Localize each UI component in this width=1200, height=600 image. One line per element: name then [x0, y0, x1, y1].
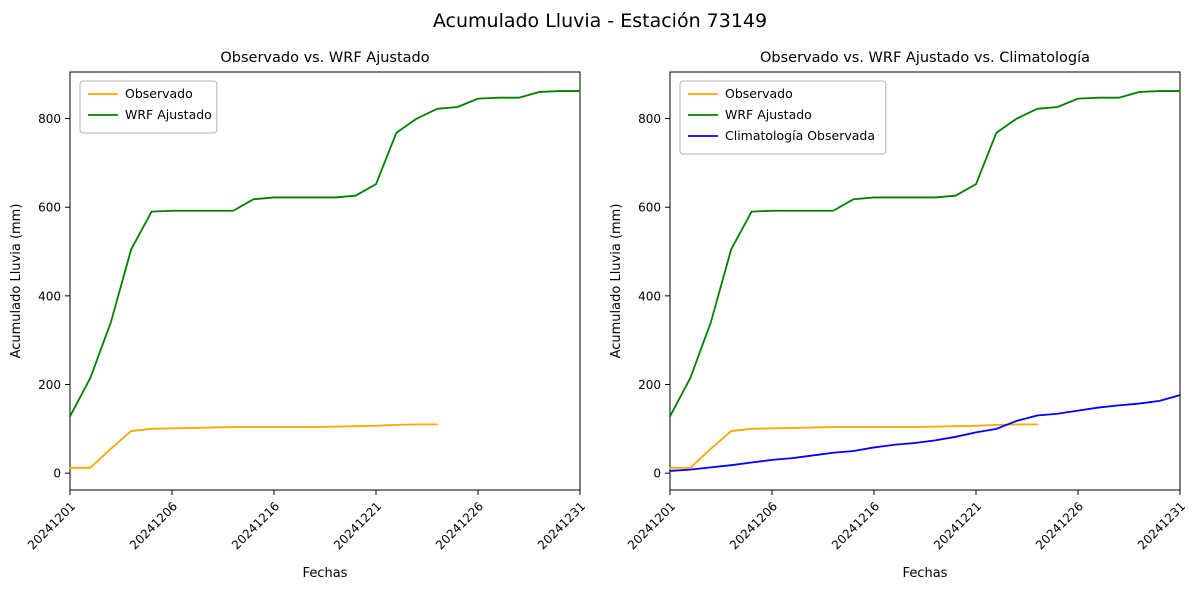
subplot-title: Observado vs. WRF Ajustado vs. Climatolo… [760, 50, 1090, 66]
x-axis-label: Fechas [303, 566, 348, 581]
y-tick-label: 800 [38, 112, 61, 126]
axes-frame [69, 71, 581, 491]
y-axis-label: Acumulado Lluvia (mm) [609, 204, 624, 359]
chart-canvas: 0 200 400 600 800 20241201 20241206 20241216 202… [9, 50, 588, 581]
y-tick-label: 600 [638, 201, 661, 215]
x-tick-label: 20241231 [535, 499, 588, 552]
y-axis-label: Acumulado Lluvia (mm) [9, 204, 24, 359]
x-tick-label: 20241201 [625, 499, 678, 552]
legend-label: Climatología Observada [725, 128, 875, 143]
y-tick-label: 0 [653, 467, 661, 481]
series-line-wrf-ajustado [69, 90, 581, 418]
legend-label: Observado [725, 86, 793, 101]
subplot-observado-vs-wrf: 0 200 400 600 800 20241201 20241206 20241216 202… [9, 50, 588, 581]
series-line-wrf-ajustado [669, 90, 1181, 418]
x-tick-label: 20241206 [127, 499, 180, 552]
x-tick-label: 20241221 [331, 499, 384, 552]
legend-label: WRF Ajustado [725, 107, 812, 122]
legend-box [679, 80, 887, 155]
x-tick-label: 20241231 [1135, 499, 1188, 552]
y-tick-label: 200 [638, 378, 661, 392]
x-tick-label: 20241201 [25, 499, 78, 552]
legend-label: WRF Ajustado [125, 107, 212, 122]
x-tick-label: 20241206 [727, 499, 780, 552]
x-tick-label: 20241226 [433, 499, 486, 552]
y-tick-label: 400 [638, 289, 661, 303]
y-tick-label: 400 [38, 289, 61, 303]
series-line-observado [69, 423, 439, 469]
y-tick-label: 0 [53, 467, 61, 481]
y-tick-label: 800 [638, 112, 661, 126]
x-axis-label: Fechas [903, 566, 948, 581]
figure-title: Acumulado Lluvia - Estación 73149 [432, 10, 768, 32]
x-tick-label: 20241221 [931, 499, 984, 552]
x-tick-label: 20241216 [229, 499, 282, 552]
subplot-observado-wrf-climatologia: 0 200 400 600 800 20241201 20241206 20241216 202… [600, 0, 1200, 600]
chart-canvas: 0 200 400 600 800 20241201 20241206 20241216 202… [609, 50, 1188, 581]
axes-frame [669, 71, 1181, 491]
x-tick-label: 20241226 [1033, 499, 1086, 552]
subplot-title: Observado vs. WRF Ajustado [220, 50, 429, 66]
legend-label: Observado [125, 86, 193, 101]
x-tick-label: 20241216 [829, 499, 882, 552]
series-line-observado [669, 423, 1039, 469]
series-line-climatolog-a-observada [669, 394, 1181, 472]
y-tick-label: 600 [38, 201, 61, 215]
y-tick-label: 200 [38, 378, 61, 392]
